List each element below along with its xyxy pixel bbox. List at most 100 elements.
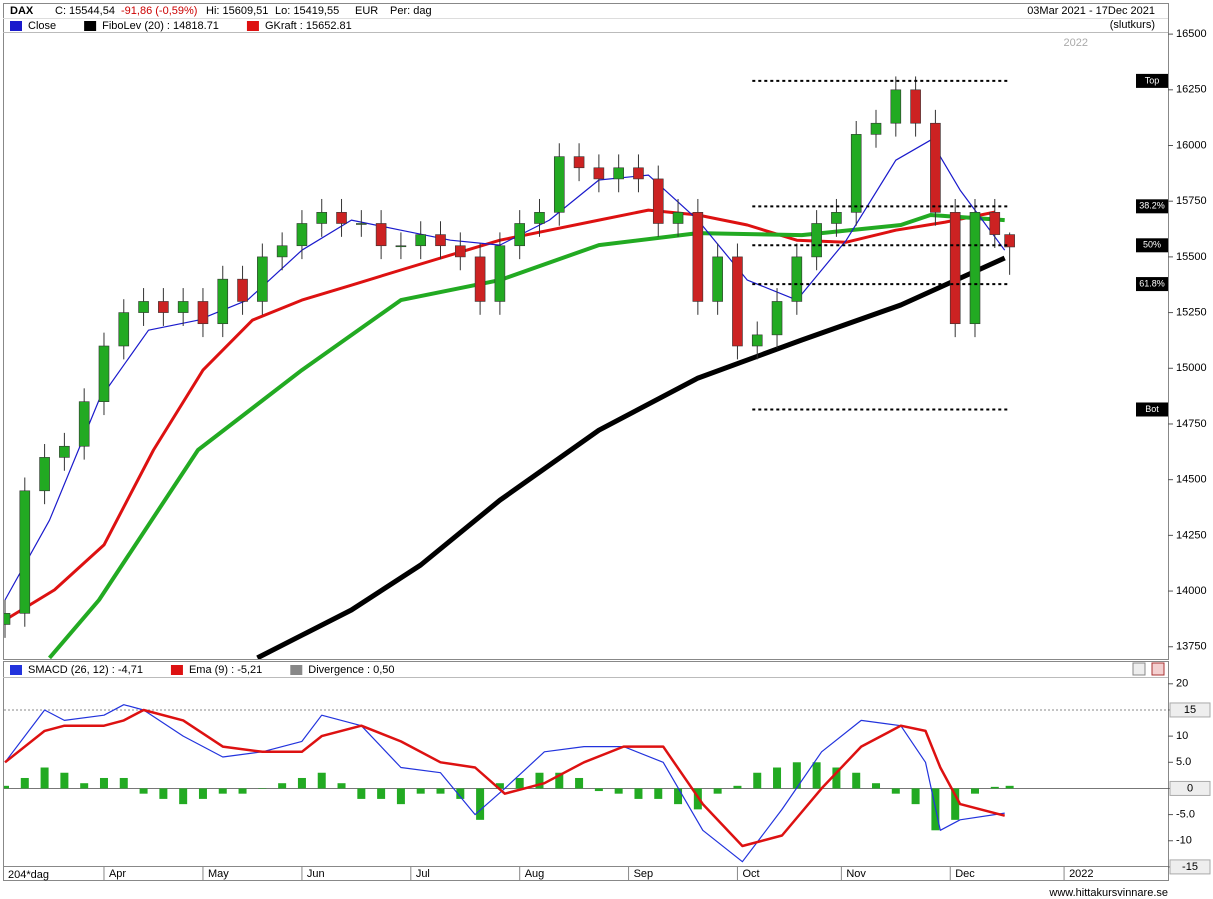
histogram-bar: [891, 788, 900, 794]
y-tick-label: 13750: [1176, 641, 1207, 653]
fib-label-box: [1136, 402, 1168, 417]
histogram-bar: [377, 788, 386, 799]
histogram-bar: [951, 788, 960, 820]
fib-label: 61.8%: [1139, 278, 1165, 288]
currency: EUR: [355, 5, 378, 17]
legend-swatch: [10, 665, 22, 675]
candle-body: [59, 445, 70, 458]
plot-area: [4, 76, 1015, 659]
candle-body: [751, 334, 763, 347]
candle-body: [98, 345, 110, 402]
y-tick-label: 14500: [1176, 474, 1207, 486]
close-value: C: 15544,54: [55, 5, 115, 17]
fib-label: 50%: [1143, 240, 1161, 250]
y-tick-label: 15250: [1176, 306, 1207, 318]
candle-body: [19, 490, 31, 614]
legend-swatch: [246, 21, 259, 31]
price-type: (slutkurs): [1110, 19, 1155, 31]
histogram-bar: [179, 788, 188, 805]
legend-label: Divergence : 0,50: [308, 664, 394, 676]
histogram-bar: [792, 762, 801, 789]
candle-body: [771, 301, 783, 336]
settings-icon[interactable]: [1132, 662, 1146, 676]
y-tick-label: 15: [1184, 704, 1196, 716]
candle-body: [633, 167, 644, 180]
histogram-bar: [238, 788, 247, 794]
candle-body: [811, 223, 822, 258]
symbol: DAX: [10, 5, 34, 17]
y-tick-label: 14750: [1176, 418, 1207, 430]
histogram-bar: [535, 772, 544, 789]
candle-body: [1004, 234, 1015, 248]
histogram-bar: [456, 788, 465, 799]
y-tick-box: [1169, 780, 1211, 796]
histogram-bar: [159, 788, 168, 799]
candle-body: [138, 301, 149, 313]
histogram-bar: [852, 772, 861, 789]
candle-body: [494, 245, 506, 302]
fib-label: Bot: [1145, 404, 1159, 414]
histogram-bar: [198, 788, 207, 799]
candle-body: [949, 212, 961, 325]
candle-body: [791, 256, 803, 302]
date-range: 03Mar 2021 - 17Dec 2021: [1027, 5, 1155, 17]
histogram-bar: [40, 767, 49, 789]
candle-body: [672, 212, 684, 224]
candle-body: [514, 223, 525, 247]
histogram-bar: [476, 788, 485, 820]
candle-body: [177, 301, 189, 313]
x-tick-label: Apr: [109, 868, 126, 880]
y-tick-label: 0: [1187, 782, 1193, 794]
histogram-bar: [258, 788, 267, 789]
candle-body: [652, 178, 664, 224]
y-tick-label: 15000: [1176, 362, 1207, 374]
histogram-bar: [713, 788, 722, 794]
high: Hi: 15609,51: [206, 5, 268, 17]
candle-body: [296, 223, 308, 247]
y-tick-label: -5.0: [1176, 809, 1195, 821]
plot-area: [4, 704, 1168, 863]
y-tick-label: 16250: [1176, 84, 1207, 96]
fib-label: 38.2%: [1139, 201, 1165, 211]
histogram-bar: [753, 772, 762, 789]
fib-label-box: [1136, 73, 1168, 88]
histogram-bar: [218, 788, 227, 794]
legend-label: SMACD (26, 12) : -4,71: [28, 664, 143, 676]
histogram-bar: [119, 777, 128, 789]
y-tick-label: 20: [1176, 678, 1188, 690]
histogram-bar: [733, 785, 742, 789]
candle-body: [573, 156, 585, 169]
x-tick-label: 2022: [1069, 868, 1093, 880]
period: Per: dag: [390, 5, 432, 17]
histogram-bar: [614, 788, 623, 794]
change: -91,86 (-0,59%): [121, 5, 197, 17]
close-icon[interactable]: [1151, 662, 1165, 676]
legend-label: Close: [28, 20, 56, 32]
candle-body: [276, 245, 288, 258]
x-tick-label: Jun: [307, 868, 325, 880]
histogram-bar: [1005, 785, 1014, 789]
histogram-bar: [872, 783, 881, 789]
x-tick-label: May: [208, 868, 229, 880]
legend-label: FiboLev (20) : 14818.71: [102, 20, 219, 32]
legend-swatch: [10, 21, 22, 31]
candle-body: [336, 212, 347, 224]
histogram-bar: [832, 767, 841, 789]
candle-body: [356, 223, 367, 225]
candle-body: [316, 212, 328, 224]
legend-label: Ema (9) : -5,21: [189, 664, 262, 676]
low: Lo: 15419,55: [275, 5, 339, 17]
candle-body: [395, 245, 407, 248]
legend-swatch: [170, 665, 183, 675]
legend-swatch: [290, 665, 303, 675]
candle-body: [118, 312, 130, 347]
legend-swatch: [84, 21, 97, 31]
fib-label: Top: [1145, 75, 1160, 85]
y-tick-label: 5.0: [1176, 756, 1191, 768]
candle-body: [910, 89, 921, 124]
series-line: [4, 704, 1005, 863]
candle-body: [455, 245, 466, 258]
histogram-bar: [60, 772, 69, 789]
series-line: [256, 255, 1006, 659]
y-tick-box: [1169, 702, 1211, 718]
